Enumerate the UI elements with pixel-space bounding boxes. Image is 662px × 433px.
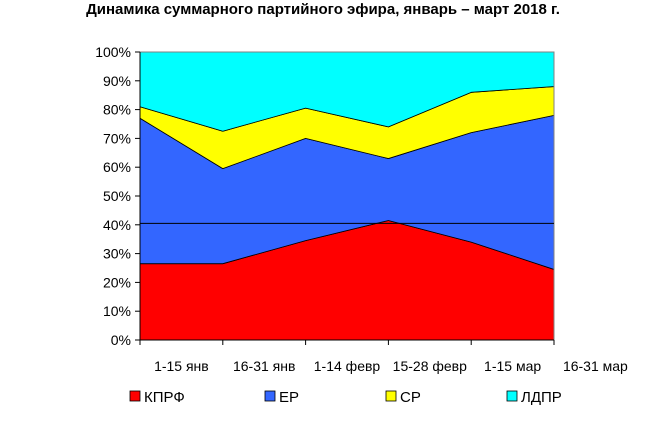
y-tick-label: 100% (95, 44, 131, 60)
y-tick-label: 40% (103, 217, 131, 233)
x-tick-label: 1-15 янв (154, 358, 209, 374)
x-tick-label: 1-14 февр (314, 358, 381, 374)
x-tick-label: 16-31 янв (233, 358, 295, 374)
y-tick-label: 90% (103, 73, 131, 89)
y-tick-label: 30% (103, 246, 131, 262)
legend-swatch (129, 390, 141, 402)
x-tick-label: 1-15 мар (484, 358, 541, 374)
plot-area (139, 51, 555, 341)
y-tick-label: 10% (103, 303, 131, 319)
legend-swatch (506, 390, 518, 402)
axes: 0% 10% 20% 30% 40% 50% 60% 70% 80% 90% 100% 1-15 ян… (95, 44, 628, 374)
legend-swatch (385, 390, 397, 402)
legend-label: КПРФ (144, 389, 185, 406)
y-tick-label: 80% (103, 102, 131, 118)
y-tick-label: 70% (103, 130, 131, 146)
legend-label: ЛДПР (521, 389, 562, 406)
legend-label: СР (400, 389, 421, 406)
legend-swatch (264, 390, 276, 402)
y-tick-label: 50% (103, 188, 131, 204)
y-tick-label: 0% (111, 332, 131, 348)
chart-title: Динамика суммарного партийного эфира, ян… (86, 1, 560, 18)
legend: КПРФ ЕР СР ЛДПР (129, 389, 562, 406)
legend-label: ЕР (279, 389, 299, 406)
x-tick-label: 15-28 февр (393, 358, 467, 374)
y-tick-label: 60% (103, 159, 131, 175)
y-tick-label: 20% (103, 274, 131, 290)
x-tick-label: 16-31 мар (563, 358, 628, 374)
